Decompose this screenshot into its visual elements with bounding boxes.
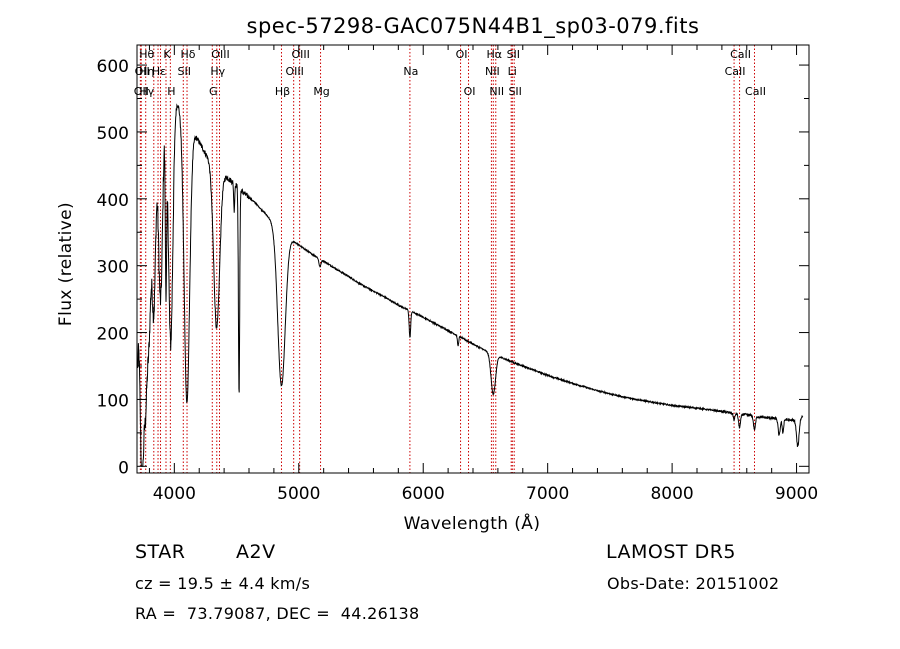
line-marker-label: Na [403, 65, 418, 78]
line-marker-label: Hβ [275, 85, 290, 98]
line-marker-label: OII [135, 65, 150, 78]
observation-date: Obs-Date: 20151002 [607, 574, 780, 593]
line-marker-label: SII [507, 48, 520, 61]
x-tick-label: 5000 [277, 484, 320, 504]
line-marker-label: CaII [730, 48, 751, 61]
x-axis-label: Wavelength (Å) [404, 512, 541, 534]
sky-coordinates: RA = 73.79087, DEC = 44.26138 [135, 604, 420, 623]
x-tick-label: 7000 [526, 484, 569, 504]
line-marker-label: CaII [745, 85, 766, 98]
x-tick-label: 9000 [775, 484, 818, 504]
line-marker-label: Hθ [139, 48, 154, 61]
line-marker-label: Hε [152, 65, 166, 78]
line-marker-label: NII [485, 65, 500, 78]
line-marker-label: OI [456, 48, 468, 61]
y-axis-label: Flux (relative) [56, 202, 76, 326]
line-marker-label: Hγ [210, 65, 225, 78]
line-markers [139, 45, 755, 473]
y-tick-label: 100 [97, 391, 129, 411]
y-tick-label: 200 [97, 325, 129, 345]
line-marker-label: SII [178, 65, 191, 78]
object-class: STAR [135, 541, 186, 563]
line-marker-label: Hδ [181, 48, 196, 61]
line-marker-label: Hα [487, 48, 503, 61]
line-marker-label: Li [508, 65, 517, 78]
line-marker-labels: OIIOIIHθHηHγHεKHSIIHδGHγOIIIHβOIIIOIIIMg… [134, 48, 766, 98]
line-marker-label: Hη [139, 65, 154, 78]
line-marker-label: OIII [211, 48, 229, 61]
y-tick-label: 500 [97, 124, 129, 144]
line-marker-label: Hγ [139, 85, 154, 98]
line-marker-label: OIII [285, 65, 303, 78]
object-subclass: A2V [236, 541, 276, 563]
x-tick-label: 8000 [650, 484, 693, 504]
survey-name: LAMOST DR5 [606, 541, 736, 563]
y-tick-label: 400 [97, 191, 129, 211]
y-axis-ticks: 0 100 200 300 400 500 600 [97, 57, 809, 478]
line-marker-label: NII [489, 85, 504, 98]
line-marker-label: OIII [291, 48, 309, 61]
line-marker-label: OI [464, 85, 476, 98]
x-tick-label: 4000 [153, 484, 196, 504]
line-marker-label: CaII [725, 65, 746, 78]
x-axis-ticks: 4000 5000 6000 7000 8000 9000 [148, 45, 818, 504]
y-tick-label: 300 [97, 258, 129, 278]
line-marker-label: H [167, 85, 175, 98]
y-tick-label: 600 [97, 57, 129, 77]
line-marker-label: SII [508, 85, 521, 98]
redshift-velocity: cz = 19.5 ± 4.4 km/s [135, 574, 311, 593]
line-marker-label: Mg [313, 85, 329, 98]
chart-title: spec-57298-GAC075N44B1_sp03-079.fits [247, 14, 700, 39]
line-marker-label: K [163, 48, 171, 61]
x-tick-label: 6000 [402, 484, 445, 504]
line-marker-label: G [209, 85, 218, 98]
spectrum-line [137, 103, 804, 467]
y-tick-label: 0 [118, 458, 129, 478]
line-marker-label: OII [134, 85, 149, 98]
